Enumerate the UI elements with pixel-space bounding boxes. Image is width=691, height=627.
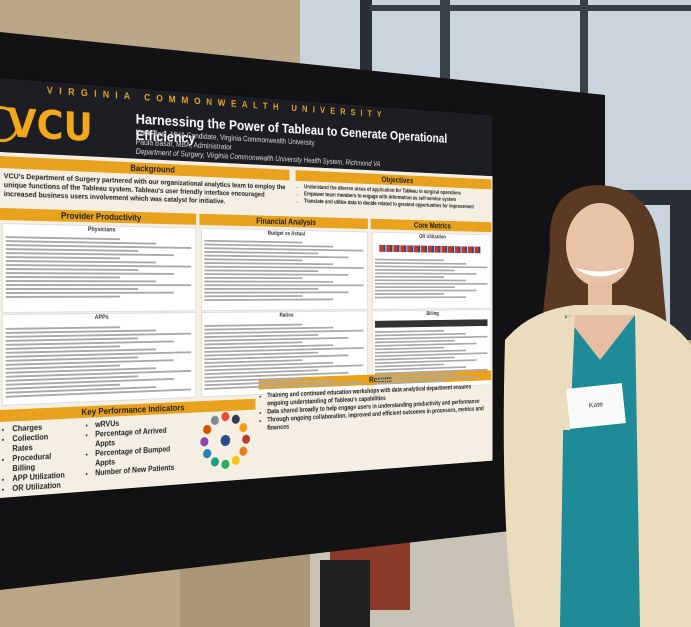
name-tag: Kate (566, 383, 626, 429)
